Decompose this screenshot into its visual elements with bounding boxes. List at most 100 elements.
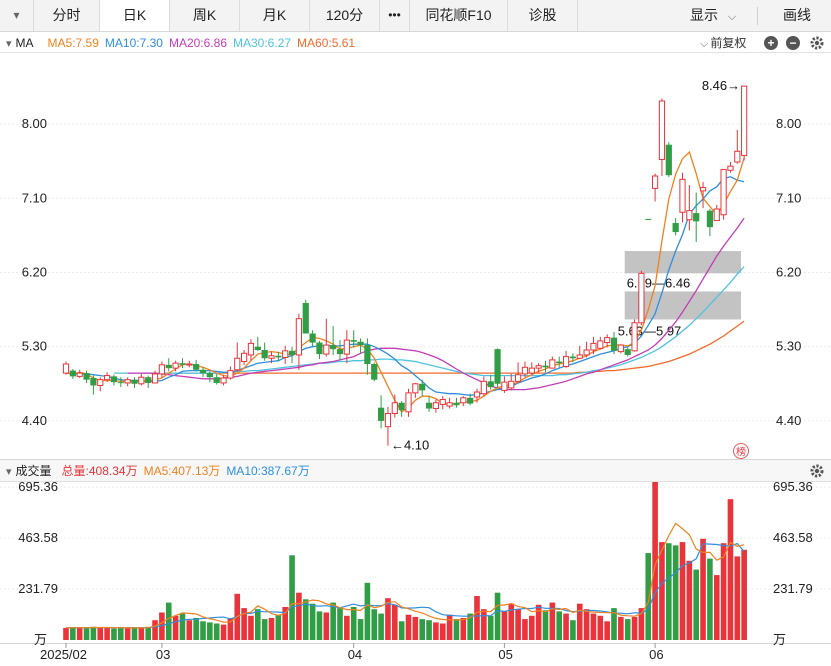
volume-bar-up bbox=[385, 598, 391, 640]
display-menu-button[interactable]: 显示 ⌵ bbox=[690, 0, 736, 31]
volume-bar-up bbox=[679, 542, 686, 640]
candle bbox=[234, 342, 241, 372]
price-axis-label-left: 7.10 bbox=[22, 190, 47, 205]
volume-bar-up bbox=[659, 542, 665, 640]
candle-body-up bbox=[720, 168, 727, 216]
price-axis-label-left: 5.30 bbox=[22, 339, 47, 354]
candle-body-down bbox=[316, 342, 323, 355]
candle-body-up bbox=[62, 363, 70, 374]
price-axis-label-right: 6.20 bbox=[776, 264, 801, 279]
volume-total-value: 总量:408.34万 bbox=[61, 464, 138, 478]
volume-panel-toggle-icon[interactable]: ▾ bbox=[6, 466, 12, 478]
tab-weekly-k[interactable]: 周K bbox=[170, 0, 240, 31]
candle-body-down bbox=[69, 370, 76, 377]
tab-monthly-k[interactable]: 月K bbox=[240, 0, 310, 31]
volume-bar-up bbox=[296, 592, 302, 640]
zoom-out-icon[interactable]: − bbox=[786, 36, 800, 50]
volume-bar-up bbox=[686, 560, 693, 640]
candle-body-up bbox=[631, 322, 638, 352]
candle-body-down bbox=[254, 346, 261, 350]
toolbar-divider bbox=[757, 7, 758, 25]
candle bbox=[453, 397, 460, 408]
tab-daily-k[interactable]: 日K bbox=[100, 0, 170, 31]
candle-body-up bbox=[597, 340, 604, 349]
volume-bar-down bbox=[542, 610, 549, 640]
collapse-toggle-icon[interactable]: ▾ bbox=[0, 0, 34, 31]
candle-body-down bbox=[569, 356, 576, 359]
price-axis-label-right: 5.30 bbox=[776, 339, 801, 354]
volume-axis-label-right: 万 bbox=[773, 632, 786, 647]
candle-body-up bbox=[521, 366, 529, 375]
volume-bar-up bbox=[76, 627, 83, 640]
volume-bar-up bbox=[549, 602, 556, 640]
candle-body-down bbox=[179, 363, 186, 365]
candle-body-down bbox=[350, 340, 357, 342]
volume-bar-down bbox=[398, 621, 405, 640]
candle-body-up bbox=[576, 354, 583, 359]
tab-intraday[interactable]: 分时 bbox=[34, 0, 100, 31]
volume-bar-down bbox=[111, 628, 117, 640]
volume-bar-up bbox=[97, 627, 104, 640]
draw-line-button[interactable]: 画线 bbox=[783, 7, 811, 23]
volume-bar-down bbox=[624, 619, 631, 640]
tab-diagnosis[interactable]: 诊股 bbox=[508, 0, 578, 31]
candle bbox=[686, 185, 693, 231]
candle-body-down bbox=[645, 218, 652, 220]
ma-indicator-name[interactable]: MA bbox=[15, 36, 34, 50]
ma60-value: MA60:5.61 bbox=[297, 36, 356, 50]
candle bbox=[138, 373, 145, 386]
date-axis-label: 03 bbox=[156, 647, 170, 662]
candle bbox=[83, 370, 90, 383]
candle-body-up bbox=[172, 362, 179, 369]
candle-body-down bbox=[378, 407, 385, 421]
ma60-line bbox=[141, 320, 745, 374]
volume-bar-down bbox=[200, 621, 206, 640]
volume-settings-gear-icon[interactable] bbox=[809, 463, 825, 479]
volume-bar-down bbox=[165, 602, 172, 640]
candle-body-up bbox=[138, 376, 145, 385]
volume-bar-up bbox=[597, 615, 604, 640]
candle-body-up bbox=[583, 349, 590, 356]
candle-body-down bbox=[467, 397, 474, 404]
volume-indicator-name[interactable]: 成交量 bbox=[15, 464, 52, 478]
candle bbox=[295, 313, 302, 370]
volume-bar-up bbox=[720, 543, 727, 640]
volume-axis-label-left: 万 bbox=[34, 632, 47, 647]
candle-body-up bbox=[617, 344, 624, 353]
candle bbox=[131, 377, 138, 388]
volume-bar-up bbox=[248, 615, 254, 640]
volume-bar-down bbox=[207, 622, 213, 640]
ma10-line bbox=[65, 176, 745, 396]
candle bbox=[467, 393, 474, 406]
candle-body-up bbox=[535, 365, 542, 369]
candle bbox=[172, 360, 179, 372]
candle bbox=[227, 366, 234, 380]
volume-bar-down bbox=[611, 608, 617, 640]
price-axis-label-right: 7.10 bbox=[776, 190, 801, 205]
candle bbox=[69, 368, 76, 379]
candle bbox=[515, 362, 522, 383]
candle bbox=[734, 129, 741, 164]
volume-bar-up bbox=[474, 595, 480, 640]
more-tabs-button[interactable]: ••• bbox=[380, 0, 410, 31]
volume-bar-up bbox=[576, 603, 583, 640]
volume-bar-up bbox=[405, 614, 412, 640]
ma30-line bbox=[113, 266, 745, 377]
candle-body-up bbox=[501, 381, 508, 391]
candle bbox=[350, 330, 357, 348]
settings-gear-icon[interactable] bbox=[809, 35, 825, 51]
candle-body-down bbox=[288, 350, 296, 355]
candle-body-up bbox=[151, 373, 159, 384]
candle-body-up bbox=[405, 392, 412, 413]
candle-body-up bbox=[343, 339, 350, 355]
volume-bar-down bbox=[645, 553, 652, 640]
tab-f10[interactable]: 同花顺F10 bbox=[410, 0, 508, 31]
tab-120min[interactable]: 120分 bbox=[310, 0, 380, 31]
zoom-in-icon[interactable]: + bbox=[764, 36, 778, 50]
ma-panel-toggle-icon[interactable]: ▾ bbox=[6, 38, 12, 50]
volume-bar-up bbox=[433, 622, 439, 640]
candle-body-up bbox=[439, 398, 446, 405]
candle-body-up bbox=[699, 187, 707, 192]
adjust-dropdown[interactable]: ⌵ 前复权 bbox=[700, 34, 752, 52]
